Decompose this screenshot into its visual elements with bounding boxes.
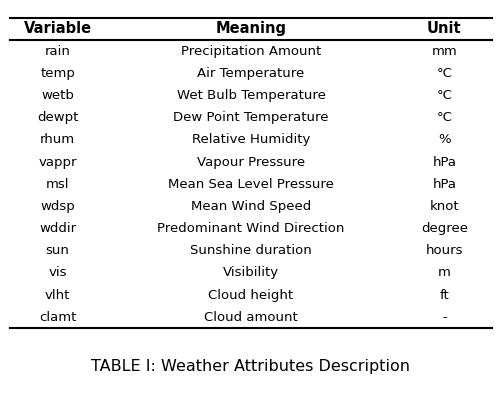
Text: Predominant Wind Direction: Predominant Wind Direction [157,222,344,235]
Text: °C: °C [435,89,451,102]
Text: °C: °C [435,67,451,80]
Text: Variable: Variable [24,21,92,37]
Text: sun: sun [46,244,70,257]
Text: msl: msl [46,178,69,191]
Text: %: % [437,133,450,146]
Text: vappr: vappr [39,156,77,168]
Text: vlht: vlht [45,289,70,302]
Text: Sunshine duration: Sunshine duration [190,244,311,257]
Text: knot: knot [428,200,458,213]
Text: Precipitation Amount: Precipitation Amount [180,45,321,58]
Text: TABLE I: Weather Attributes Description: TABLE I: Weather Attributes Description [91,359,410,374]
Text: Air Temperature: Air Temperature [197,67,304,80]
Text: vis: vis [49,266,67,279]
Text: hPa: hPa [431,156,455,168]
Text: ft: ft [438,289,448,302]
Text: Visibility: Visibility [222,266,279,279]
Text: -: - [441,311,446,324]
Text: Meaning: Meaning [215,21,286,37]
Text: m: m [437,266,450,279]
Text: Cloud amount: Cloud amount [204,311,297,324]
Text: rhum: rhum [40,133,75,146]
Text: Dew Point Temperature: Dew Point Temperature [173,111,328,124]
Text: rain: rain [45,45,71,58]
Text: °C: °C [435,111,451,124]
Text: Wet Bulb Temperature: Wet Bulb Temperature [176,89,325,102]
Text: wddir: wddir [39,222,76,235]
Text: wetb: wetb [41,89,74,102]
Text: temp: temp [40,67,75,80]
Text: mm: mm [430,45,456,58]
Text: Cloud height: Cloud height [208,289,293,302]
Text: Vapour Pressure: Vapour Pressure [196,156,305,168]
Text: clamt: clamt [39,311,76,324]
Text: hPa: hPa [431,178,455,191]
Text: Unit: Unit [426,21,460,37]
Text: Mean Sea Level Pressure: Mean Sea Level Pressure [168,178,333,191]
Text: degree: degree [420,222,467,235]
Text: hours: hours [425,244,462,257]
Text: wdsp: wdsp [40,200,75,213]
Text: Mean Wind Speed: Mean Wind Speed [190,200,311,213]
Text: Relative Humidity: Relative Humidity [191,133,310,146]
Text: dewpt: dewpt [37,111,78,124]
